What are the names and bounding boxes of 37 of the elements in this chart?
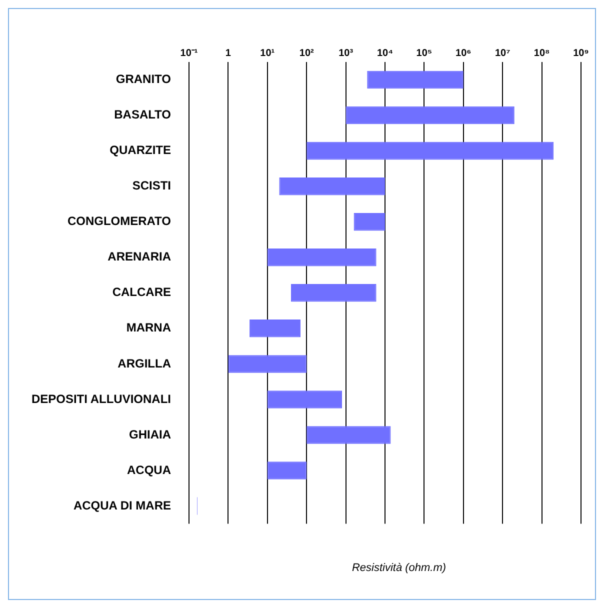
- y-tick-label: GRANITO: [116, 72, 172, 86]
- x-tick-label: 10²: [299, 48, 314, 59]
- y-tick-label: GHIAIA: [129, 427, 172, 442]
- bar: [279, 177, 385, 196]
- x-tick-label: 10⁷: [494, 48, 510, 59]
- y-tick-label: MARNA: [126, 320, 172, 335]
- x-tick-label: 1: [225, 48, 232, 59]
- bar: [250, 320, 301, 338]
- bar: [306, 426, 391, 444]
- x-tick-label: 10⁶: [456, 48, 472, 59]
- x-axis-title: Resistività (ohm.m): [350, 562, 448, 574]
- y-tick-label: ACQUA DI MARE: [73, 498, 172, 512]
- x-tick-label: 10⁻¹: [180, 48, 198, 59]
- bar: [367, 70, 464, 89]
- y-tick-label: SCISTI: [132, 178, 172, 193]
- bar: [306, 142, 554, 160]
- bar: [346, 106, 514, 124]
- bar: [354, 212, 385, 231]
- x-tick-label: 10⁹: [573, 48, 590, 59]
- y-tick-label: ACQUA: [127, 462, 172, 477]
- bar: [267, 248, 376, 266]
- x-tick-label: 10¹: [260, 48, 276, 59]
- x-tick-label: 10⁸: [534, 48, 550, 59]
- x-tick-label: 10³: [338, 48, 354, 59]
- bar: [267, 462, 307, 480]
- bar: [291, 284, 376, 302]
- y-tick-label: DEPOSITI ALLUVIONALI: [31, 392, 172, 406]
- bar: [267, 390, 342, 408]
- x-tick-label: 10⁵: [416, 48, 432, 59]
- bar: [228, 355, 307, 373]
- y-tick-label: CONGLOMERATO: [67, 214, 172, 228]
- y-tick-label: ARENARIA: [108, 250, 172, 264]
- y-tick-label: ARGILLA: [118, 356, 172, 370]
- x-tick-label: 10⁴: [376, 48, 394, 59]
- y-tick-label: CALCARE: [112, 285, 172, 300]
- y-tick-label: BASALTO: [114, 108, 172, 122]
- y-tick-label: QUARZITE: [110, 143, 172, 158]
